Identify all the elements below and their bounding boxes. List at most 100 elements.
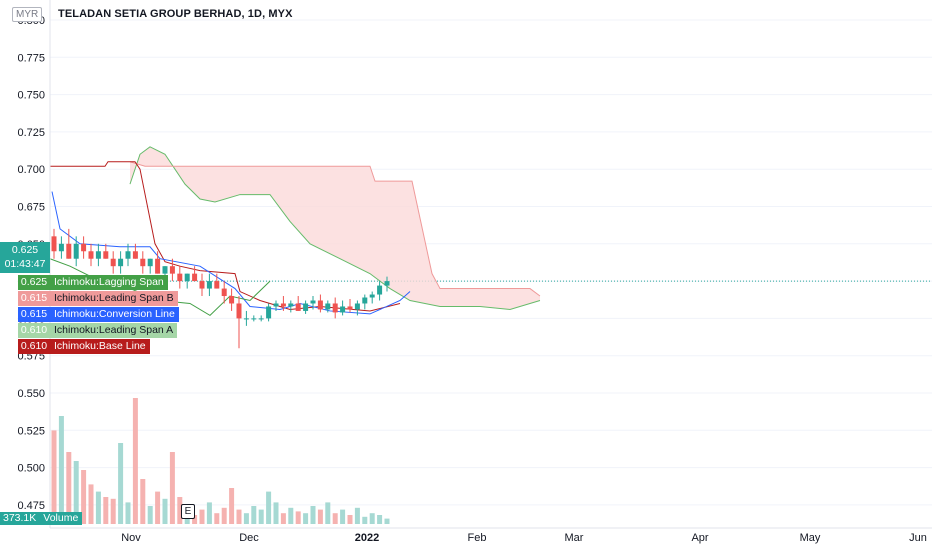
volume-bar — [243, 513, 249, 524]
volume-bar — [236, 509, 242, 524]
x-tick-label: Nov — [121, 532, 141, 544]
legend-item[interactable]: 0.610 Ichimoku:Leading Span A — [18, 323, 178, 338]
candle-body — [110, 258, 116, 267]
legend-label: Ichimoku:Base Line — [50, 339, 150, 354]
candle-body — [377, 285, 383, 295]
volume-bar — [132, 398, 138, 524]
volume-bar — [295, 511, 301, 524]
candle-body — [288, 303, 294, 307]
candle-body — [384, 281, 390, 286]
volume-bar — [214, 513, 220, 524]
candle-body — [95, 251, 101, 259]
candle-body — [221, 288, 227, 297]
volume-title: Volume — [39, 512, 83, 525]
last-price-value: 0.625 — [11, 244, 39, 256]
y-tick-label: 0.775 — [17, 52, 45, 64]
volume-bar — [273, 502, 279, 524]
candle-body — [177, 273, 183, 282]
candle-body — [295, 303, 301, 311]
bar-countdown: 01:43:47 — [4, 258, 46, 270]
y-tick-label: 0.675 — [17, 202, 45, 214]
volume-bar — [147, 506, 153, 524]
volume-bar — [110, 498, 116, 524]
x-tick-label: Apr — [691, 532, 708, 544]
legend-value: 0.615 — [18, 307, 50, 322]
volume-bar — [58, 416, 64, 524]
legend-label: Ichimoku:Lagging Span — [50, 275, 168, 290]
x-tick-label: Mar — [565, 532, 584, 544]
volume-bar — [288, 507, 294, 524]
candle-body — [369, 294, 375, 298]
candle-body — [184, 273, 190, 282]
candle-body — [332, 303, 338, 313]
candle-body — [169, 266, 175, 274]
candle-body — [347, 306, 353, 310]
y-tick-label: 0.475 — [17, 500, 45, 512]
volume-bar — [280, 513, 286, 524]
candle-body — [325, 303, 331, 310]
candle-body — [229, 296, 235, 304]
candle-body — [280, 303, 286, 307]
y-tick-label: 0.750 — [17, 90, 45, 102]
volume-bar — [332, 513, 338, 524]
legend-value: 0.625 — [18, 275, 50, 290]
leading-span-b-line — [129, 161, 541, 297]
candle-body — [317, 300, 323, 310]
volume-bar — [125, 502, 131, 524]
volume-bar — [51, 430, 57, 524]
ichimoku-cloud — [130, 146, 540, 310]
legend-item[interactable]: 0.615 Ichimoku:Conversion Line — [18, 307, 179, 322]
legend-item[interactable]: 0.615 Ichimoku:Leading Span B — [18, 291, 178, 306]
candle-body — [251, 318, 257, 320]
legend-label: Ichimoku:Conversion Line — [50, 307, 179, 322]
candle-body — [147, 258, 153, 267]
x-tick-label: Feb — [468, 532, 487, 544]
x-tick-label: 2022 — [355, 532, 379, 544]
volume-bar — [384, 518, 390, 524]
candle-body — [362, 297, 368, 304]
candle-body — [73, 243, 79, 259]
volume-bar — [155, 491, 161, 524]
volume-label: 373.1K Volume — [0, 512, 83, 525]
legend-item[interactable]: 0.625 Ichimoku:Lagging Span — [18, 275, 168, 290]
conversion-line — [51, 191, 411, 315]
volume-bar — [140, 479, 146, 524]
candle-body — [236, 303, 242, 319]
volume-bar — [95, 491, 101, 524]
y-tick-label: 0.550 — [17, 388, 45, 400]
volume-bar — [206, 502, 212, 524]
candle-body — [303, 303, 309, 311]
candle-body — [118, 258, 124, 267]
legend-item[interactable]: 0.610 Ichimoku:Base Line — [18, 339, 150, 354]
leading-span-a-line — [129, 146, 541, 310]
volume-bar — [377, 515, 383, 524]
volume-bar — [251, 506, 257, 524]
volume-bar — [118, 443, 124, 524]
volume-bar — [177, 497, 183, 524]
candle-body — [273, 303, 279, 307]
candle-body — [340, 306, 346, 313]
candle-body — [243, 318, 249, 320]
volume-bar — [103, 497, 109, 524]
currency-badge[interactable]: MYR — [12, 7, 43, 22]
volume-bar — [362, 516, 368, 524]
candle-body — [310, 300, 316, 304]
candle-body — [81, 243, 87, 252]
earnings-badge[interactable]: E — [181, 504, 195, 519]
candle-body — [155, 258, 161, 274]
volume-bar — [258, 509, 264, 524]
volume-bar — [66, 452, 72, 524]
x-tick-label: Dec — [239, 532, 259, 544]
legend-value: 0.615 — [18, 291, 50, 306]
x-tick-label: May — [800, 532, 821, 544]
legend-label: Ichimoku:Leading Span A — [50, 323, 178, 338]
candle-body — [206, 281, 212, 289]
volume-bar — [369, 513, 375, 524]
candle-body — [354, 303, 360, 310]
volume-bar — [266, 491, 272, 524]
candle-body — [51, 236, 57, 252]
volume-bar — [221, 507, 227, 524]
candle-body — [192, 273, 198, 282]
time-axis: Nov Dec 2022 Feb Mar Apr May Jun — [50, 527, 932, 544]
